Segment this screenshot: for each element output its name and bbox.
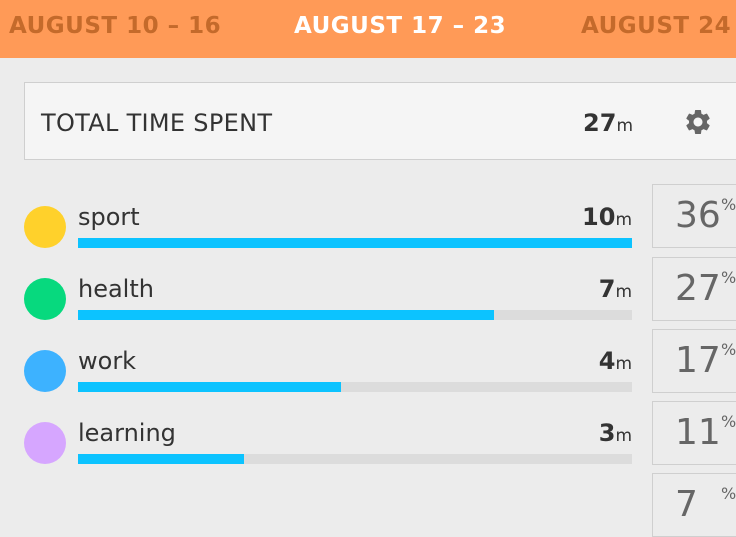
category-progress-fill bbox=[78, 454, 245, 464]
category-percent-sign: % bbox=[721, 268, 736, 287]
category-percent-box: 27 % bbox=[652, 257, 736, 321]
category-progress-track bbox=[78, 310, 632, 320]
category-percent-box: 17 % bbox=[652, 329, 736, 393]
category-time-number: 3 bbox=[598, 419, 616, 447]
category-progress-track bbox=[78, 454, 632, 464]
week-selector: AUGUST 10 – 16 AUGUST 17 – 23 AUGUST 24 … bbox=[0, 0, 736, 58]
category-row-sport[interactable]: sport 10m 36 % bbox=[0, 184, 736, 248]
category-percent: 11 bbox=[675, 412, 721, 453]
category-time-unit: m bbox=[615, 282, 632, 302]
category-percent-sign: % bbox=[721, 195, 736, 214]
category-color-dot bbox=[24, 206, 66, 248]
total-time-unit: m bbox=[616, 116, 633, 136]
category-time: 3m bbox=[599, 419, 632, 447]
category-progress-track bbox=[78, 238, 632, 248]
category-time: 4m bbox=[599, 347, 632, 375]
category-time: 7m bbox=[599, 275, 632, 303]
category-percent: 7 bbox=[675, 484, 698, 525]
category-time-number: 7 bbox=[598, 275, 616, 303]
category-color-dot bbox=[24, 278, 66, 320]
total-time-label: TOTAL TIME SPENT bbox=[41, 109, 273, 137]
category-percent-box: 36 % bbox=[652, 184, 736, 248]
category-row-partial[interactable]: 7 % bbox=[0, 472, 736, 537]
week-tab-current[interactable]: AUGUST 17 – 23 bbox=[294, 13, 507, 39]
category-row-work[interactable]: work 4m 17 % bbox=[0, 328, 736, 393]
category-time: 10m bbox=[582, 203, 632, 231]
category-percent-box: 7 % bbox=[652, 473, 736, 537]
category-time-unit: m bbox=[615, 210, 632, 230]
category-color-dot bbox=[24, 350, 66, 392]
week-tab-next[interactable]: AUGUST 24 – bbox=[581, 13, 736, 39]
category-progress-fill bbox=[78, 310, 494, 320]
category-percent: 17 bbox=[675, 340, 721, 381]
week-tab-previous[interactable]: AUGUST 10 – 16 bbox=[9, 13, 222, 39]
category-time-unit: m bbox=[615, 426, 632, 446]
gear-icon[interactable] bbox=[683, 107, 713, 137]
category-progress-fill bbox=[78, 238, 632, 248]
category-label: work bbox=[78, 347, 137, 375]
category-row-health[interactable]: health 7m 27 % bbox=[0, 256, 736, 321]
category-progress-fill bbox=[78, 382, 342, 392]
total-time-value: 27m bbox=[583, 109, 633, 137]
category-progress-track bbox=[78, 382, 632, 392]
category-percent: 36 bbox=[675, 195, 721, 236]
category-label: health bbox=[78, 275, 154, 303]
category-row-learning[interactable]: learning 3m 11 % bbox=[0, 400, 736, 465]
category-time-number: 4 bbox=[598, 347, 616, 375]
total-time-card: TOTAL TIME SPENT 27m bbox=[24, 82, 736, 160]
category-percent-sign: % bbox=[721, 340, 736, 359]
category-color-dot bbox=[24, 422, 66, 464]
category-label: sport bbox=[78, 203, 140, 231]
category-label: learning bbox=[78, 419, 176, 447]
category-time-number: 10 bbox=[582, 203, 616, 231]
category-time-unit: m bbox=[615, 354, 632, 374]
category-percent-box: 11 % bbox=[652, 401, 736, 465]
total-time-number: 27 bbox=[583, 109, 617, 137]
category-percent: 27 bbox=[675, 268, 721, 309]
category-percent-sign: % bbox=[721, 412, 736, 431]
